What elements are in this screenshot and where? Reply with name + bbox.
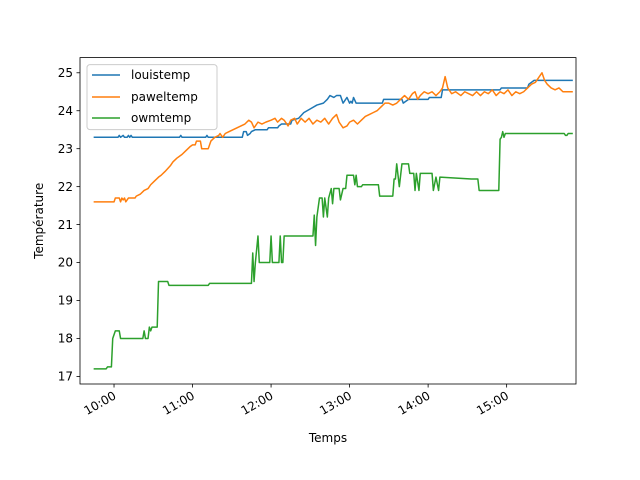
series-line-paweltemp — [93, 72, 573, 203]
x-axis-label: Temps — [308, 431, 347, 445]
y-tick-label: 17 — [58, 370, 73, 384]
legend: louistemp paweltemp owmtemp — [86, 64, 218, 131]
y-tick-label: 20 — [58, 256, 73, 270]
legend-label-owmtemp: owmtemp — [131, 111, 191, 125]
series-layer — [93, 72, 573, 370]
series-line-owmtemp — [93, 130, 573, 370]
y-tick-label: 24 — [58, 104, 73, 118]
series-line-louistemp — [93, 79, 573, 139]
y-tick-label: 23 — [58, 142, 73, 156]
y-tick-label: 18 — [58, 332, 73, 346]
legend-label-louistemp: louistemp — [131, 68, 190, 82]
y-tick-label: 22 — [58, 180, 73, 194]
y-tick-label: 21 — [58, 218, 73, 232]
y-axis-label: Température — [32, 183, 46, 260]
y-tick-label: 25 — [58, 66, 73, 80]
y-tick-label: 19 — [58, 294, 73, 308]
y-axis-ticks: 17 18 19 20 21 22 23 24 25 — [58, 66, 80, 384]
legend-box — [86, 64, 218, 131]
legend-label-paweltemp: paweltemp — [131, 90, 198, 104]
plot-frame — [79, 57, 577, 385]
